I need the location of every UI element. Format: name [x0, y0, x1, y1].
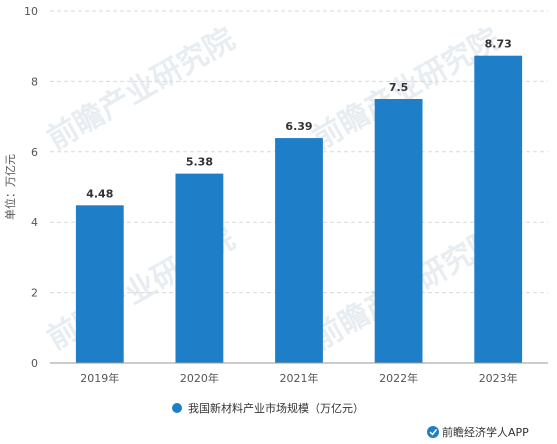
y-tick-label: 4 — [31, 216, 38, 229]
bar[interactable] — [275, 138, 323, 363]
x-tick-label: 2022年 — [379, 371, 418, 385]
y-tick-label: 8 — [31, 75, 38, 88]
source-credit: 前瞻经济学人APP — [427, 425, 529, 439]
legend[interactable]: 我国新材料产业市场规模（万亿元） — [172, 401, 364, 415]
data-label: 6.39 — [285, 120, 312, 133]
legend-swatch-icon — [172, 403, 182, 413]
watermark-text: 前瞻产业研究院 — [42, 22, 241, 157]
x-tick-label: 2023年 — [479, 371, 518, 385]
data-label: 7.5 — [389, 81, 409, 94]
y-tick-label: 10 — [24, 5, 38, 18]
bar[interactable] — [175, 173, 224, 363]
bar[interactable] — [474, 55, 523, 363]
y-tick-label: 6 — [31, 146, 38, 159]
bar[interactable] — [75, 205, 124, 363]
y-tick-labels: 0 2 4 6 8 10 — [24, 5, 38, 370]
x-tick-labels: 2019年 2020年 2021年 2022年 2023年 — [80, 371, 517, 385]
bar[interactable] — [374, 99, 423, 363]
legend-label: 我国新材料产业市场规模（万亿元） — [188, 401, 364, 415]
x-tick-label: 2021年 — [280, 371, 319, 385]
data-label: 5.38 — [186, 156, 213, 169]
y-tick-label: 0 — [31, 357, 38, 370]
y-axis-label: 单位：万亿元 — [3, 154, 17, 220]
source-label: 前瞻经济学人APP — [442, 425, 529, 439]
data-label: 4.48 — [86, 187, 113, 200]
logo-icon — [427, 426, 439, 438]
logo-mark-icon — [429, 429, 438, 436]
data-labels: 4.48 5.38 6.39 7.5 8.73 — [86, 38, 512, 201]
x-tick-label: 2019年 — [80, 371, 119, 385]
x-tick-label: 2020年 — [180, 371, 219, 385]
y-tick-label: 2 — [31, 287, 38, 300]
bars — [75, 55, 523, 363]
data-label: 8.73 — [485, 38, 512, 51]
